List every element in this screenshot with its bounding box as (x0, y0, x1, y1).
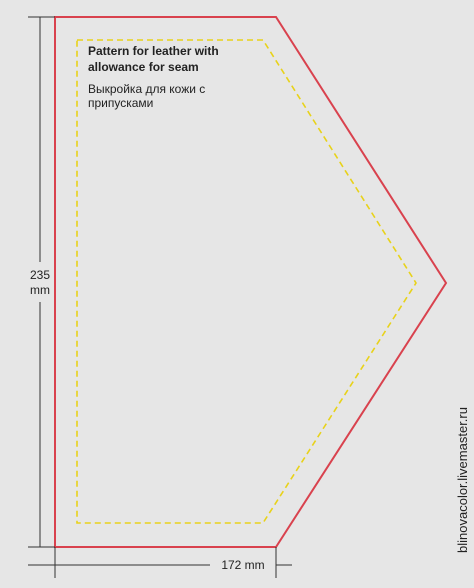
seam-line (76, 39, 417, 524)
title-ru: припусками (88, 96, 153, 110)
title-en: allowance for seam (88, 60, 199, 74)
height-value: 235 (30, 268, 50, 282)
width-dimension (28, 547, 292, 578)
height-unit: mm (30, 283, 50, 297)
cut-outline (54, 16, 448, 548)
height-dimension (28, 16, 55, 548)
title-ru: Выкройка для кожи с (88, 82, 205, 96)
watermark: blinovacolor.livemaster.ru (455, 407, 470, 553)
title-en: Pattern for leather with (88, 44, 219, 58)
width-label: 172 mm (221, 558, 264, 572)
